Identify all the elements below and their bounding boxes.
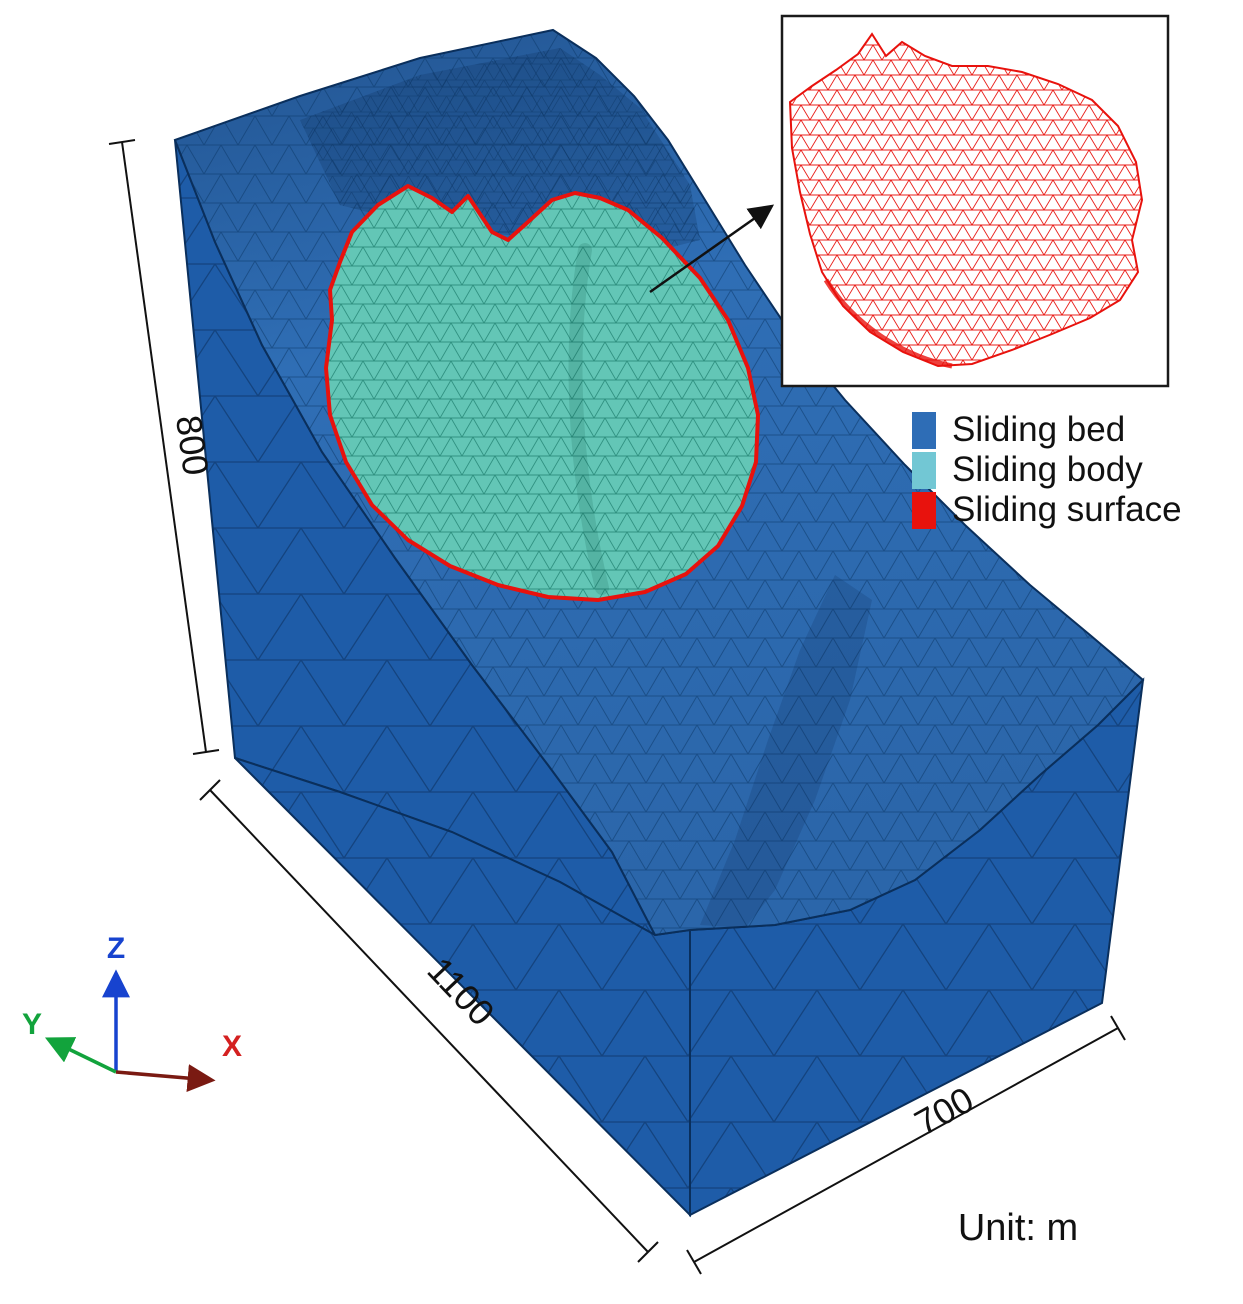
dim-700-tick-left [686,1249,702,1275]
unit-label: Unit: m [958,1207,1078,1249]
dim-1100-tick-bottom [637,1241,659,1263]
legend-swatch-sliding-bed [912,412,936,449]
gully-shade [700,575,872,928]
dim-800-label: 800 [168,413,217,478]
legend-item-sliding-body: Sliding body [912,450,1143,489]
legend: Sliding bed Sliding body Sliding surface [912,410,1182,529]
sliding-body [324,184,760,602]
sliding-body-mesh [326,186,758,600]
dim-800-line [121,141,207,753]
dim-800-tick-top [108,139,136,145]
legend-item-sliding-surface: Sliding surface [912,490,1182,529]
z-axis-label: Z [107,932,125,965]
legend-label-sliding-surface: Sliding surface [952,490,1182,529]
legend-item-sliding-bed: Sliding bed [912,410,1125,449]
sliding-body-gully-shade [568,243,609,595]
legend-swatch-sliding-body [912,452,936,489]
dim-1100-tick-top [199,779,221,801]
y-axis-label: Y [22,1008,42,1041]
legend-swatch-sliding-surface [912,492,936,529]
inset-callout-arrow [649,204,775,294]
dimension-depth-800: 800 [108,139,220,755]
inset-box [780,14,1170,388]
x-axis-label: X [222,1030,242,1063]
dim-700-line [693,1027,1119,1263]
legend-label-sliding-body: Sliding body [952,450,1143,489]
legend-label-sliding-bed: Sliding bed [952,410,1125,449]
dim-700-tick-right [1110,1015,1126,1041]
sliding-surface-outline [324,184,760,602]
axis-triad: Z Y X [22,932,242,1093]
x-axis-arrow [115,1064,216,1093]
inset-dense-bottom-mesh [823,278,953,369]
dim-800-tick-bottom [192,749,220,755]
y-axis-arrow [44,1037,117,1074]
landslide-model [173,28,1145,1218]
dim-1100-line [209,789,649,1253]
